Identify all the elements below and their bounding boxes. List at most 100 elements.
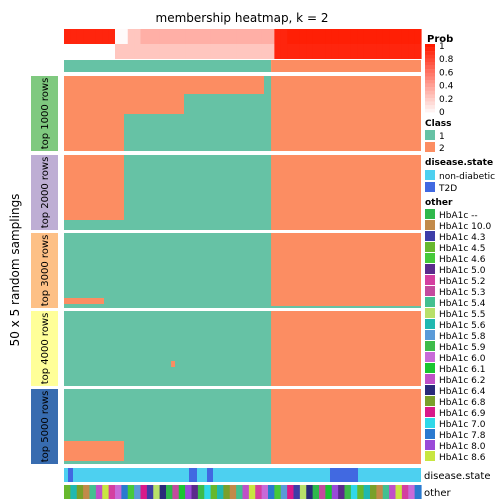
other-legend-label: HbA1c 5.3 xyxy=(439,288,486,298)
other-cell xyxy=(287,485,295,499)
other-cell xyxy=(76,485,84,499)
other-legend-label: HbA1c 6.4 xyxy=(439,387,486,397)
prob-cell xyxy=(64,29,71,44)
prob-cell xyxy=(89,44,97,59)
bottom-annotation-rows: disease.state other xyxy=(64,468,491,499)
block-label-strip xyxy=(31,155,58,230)
prob-cell xyxy=(255,44,263,59)
legends: Prob10.80.60.40.20Class12disease.stateno… xyxy=(425,34,495,463)
other-legend-swatch xyxy=(425,220,435,230)
other-cell xyxy=(395,485,403,499)
other-legend-swatch xyxy=(425,286,435,296)
other-legend-label: HbA1c 5.6 xyxy=(439,321,486,331)
prob-legend-gradient xyxy=(425,80,435,84)
other-legend-label: HbA1c 5.8 xyxy=(439,332,486,342)
prob-annotation-row xyxy=(64,29,422,59)
prob-cell xyxy=(350,29,358,44)
prob-cell xyxy=(344,44,352,59)
other-legend-swatch xyxy=(425,451,435,461)
prob-cell xyxy=(395,44,403,59)
prob-legend-gradient xyxy=(425,101,435,106)
block-label-strip xyxy=(31,311,58,386)
prob-cell xyxy=(338,29,346,44)
heatmap-cell-2 xyxy=(271,311,421,386)
prob-cell xyxy=(319,44,326,59)
prob-legend-gradient xyxy=(425,98,435,102)
other-cell xyxy=(350,485,358,499)
prob-cell xyxy=(64,44,71,59)
prob-cell xyxy=(229,44,237,59)
heatmap-block: top 3000 rows xyxy=(31,233,421,308)
other-cell xyxy=(64,485,71,499)
other-legend-label: HbA1c 7.0 xyxy=(439,420,486,430)
other-legend-label: HbA1c -- xyxy=(439,211,478,221)
prob-cell xyxy=(395,29,403,44)
prob-cell xyxy=(344,29,352,44)
other-cell xyxy=(102,485,110,499)
other-cell xyxy=(344,485,352,499)
prob-cell xyxy=(127,44,135,59)
other-cell xyxy=(191,485,199,499)
prob-cell xyxy=(408,44,416,59)
other-cell xyxy=(172,485,180,499)
prob-cell xyxy=(159,29,167,44)
prob-legend-gradient xyxy=(425,87,435,91)
prob-cell xyxy=(331,29,339,44)
prob-cell xyxy=(299,44,307,59)
other-cell xyxy=(197,485,205,499)
prob-cell xyxy=(102,29,110,44)
prob-cell xyxy=(83,44,91,59)
prob-cell xyxy=(159,44,167,59)
prob-cell xyxy=(261,29,269,44)
prob-cell xyxy=(140,44,148,59)
prob-cell xyxy=(134,44,142,59)
prob-cell xyxy=(325,29,333,44)
prob-cell xyxy=(197,44,205,59)
prob-legend-gradient xyxy=(425,94,435,99)
prob-cell xyxy=(70,29,78,44)
prob-cell xyxy=(299,29,307,44)
heatmap-cell-2 xyxy=(64,76,124,151)
prob-legend-title: Prob xyxy=(427,34,453,45)
prob-cell xyxy=(178,29,186,44)
other-legend-swatch xyxy=(425,231,435,241)
prob-cell xyxy=(127,29,135,44)
prob-cell xyxy=(146,44,154,59)
prob-cell xyxy=(236,29,244,44)
disease-state-label: disease.state xyxy=(424,471,491,482)
other-cell xyxy=(95,485,103,499)
prob-cell xyxy=(312,29,320,44)
class-annotation-row xyxy=(64,60,421,72)
prob-cell xyxy=(357,44,365,59)
other-legend-label: HbA1c 6.8 xyxy=(439,398,486,408)
disease-state-cell xyxy=(207,468,213,482)
prob-cell xyxy=(140,29,148,44)
other-cell xyxy=(274,485,282,499)
block-label: top 1000 rows xyxy=(40,78,51,150)
other-cell xyxy=(217,485,224,499)
prob-cell xyxy=(172,44,180,59)
other-legend-swatch xyxy=(425,209,435,219)
block-label: top 4000 rows xyxy=(40,313,51,385)
prob-cell xyxy=(382,44,390,59)
prob-cell xyxy=(287,29,295,44)
prob-cell xyxy=(166,29,173,44)
heatmap-block: top 5000 rows xyxy=(31,389,421,464)
disease-state-cell xyxy=(189,468,197,482)
prob-cell xyxy=(223,29,231,44)
block-label: top 2000 rows xyxy=(40,157,51,229)
class-legend-label: 1 xyxy=(439,132,445,142)
chart-title: membership heatmap, k = 2 xyxy=(156,11,329,25)
heatmap-cell-2 xyxy=(171,361,176,367)
prob-cell xyxy=(70,44,78,59)
prob-cell xyxy=(376,44,384,59)
prob-cell xyxy=(197,29,205,44)
prob-legend-tick: 0 xyxy=(439,108,445,118)
other-legend-swatch xyxy=(425,330,435,340)
prob-cell xyxy=(223,44,231,59)
prob-cell xyxy=(76,44,84,59)
other-cell xyxy=(204,485,212,499)
other-legend-swatch xyxy=(425,319,435,329)
prob-cell xyxy=(121,44,129,59)
other-cell xyxy=(166,485,173,499)
